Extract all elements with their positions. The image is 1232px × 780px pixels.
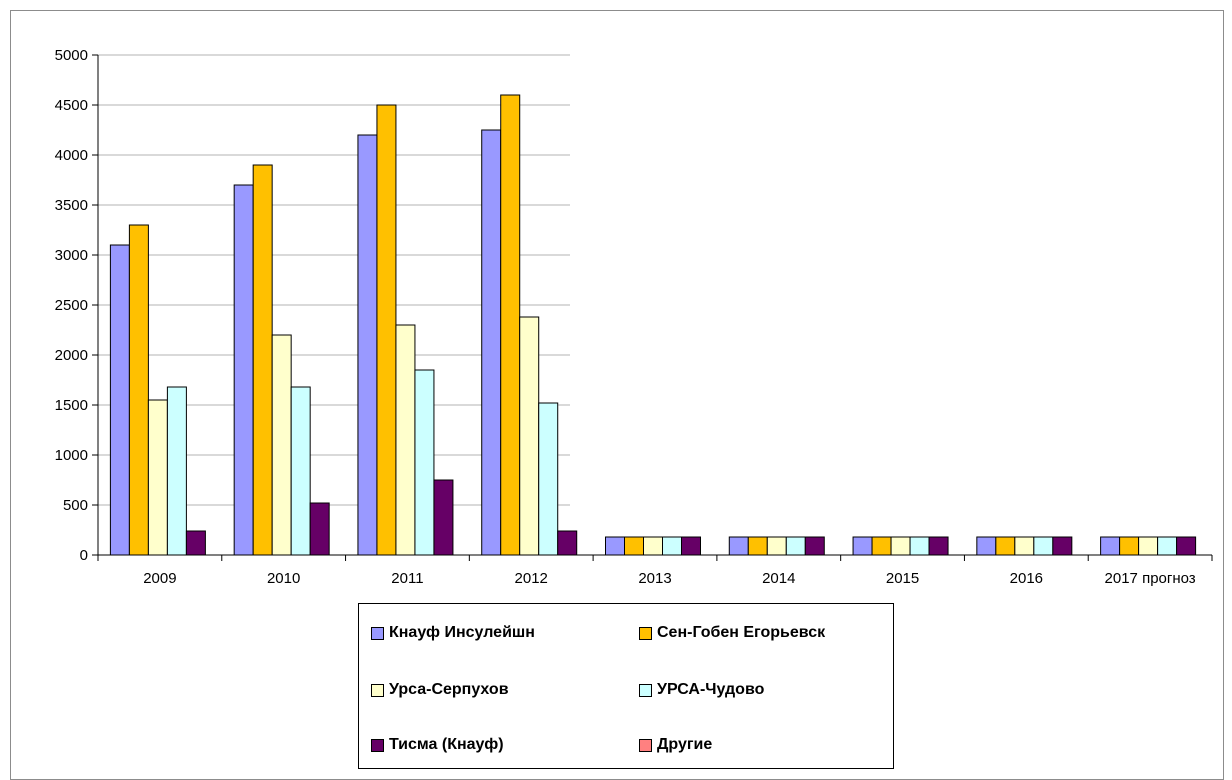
x-tick-label: 2016 <box>1010 570 1043 587</box>
bar <box>909 536 930 556</box>
x-tick-label: 2009 <box>143 570 176 587</box>
bar <box>233 184 254 556</box>
legend-label: Кнауф Инсулейшн <box>389 624 535 641</box>
bar <box>928 536 949 556</box>
legend-swatch <box>371 683 384 697</box>
legend-swatch <box>639 738 652 752</box>
legend-label: Урса-Серпухов <box>389 681 509 698</box>
bar <box>271 334 292 556</box>
bar <box>414 369 435 556</box>
x-tick-label: 2010 <box>267 570 300 587</box>
bar <box>252 164 273 556</box>
bar <box>1119 536 1140 556</box>
legend-label: Сен-Гобен Егорьевск <box>657 624 826 641</box>
bar <box>309 502 330 556</box>
bar <box>728 536 749 556</box>
axes <box>97 55 1212 556</box>
bar <box>433 479 454 556</box>
bar <box>785 536 806 556</box>
y-tick-label: 3500 <box>55 197 88 214</box>
bar <box>1014 536 1035 556</box>
y-tick-label: 2000 <box>55 347 88 364</box>
x-tick-label: 2015 <box>886 570 919 587</box>
y-tick-label: 3000 <box>55 247 88 264</box>
legend-item-ursa-serpukhov: Урса-Серпухов <box>371 681 509 699</box>
bar <box>166 386 187 556</box>
bar <box>643 536 663 556</box>
bar <box>519 316 540 556</box>
x-tick-label: 2011 <box>391 570 423 587</box>
y-tick-label: 4500 <box>55 97 88 114</box>
legend-item-knauf-insulation: Кнауф Инсулейшн <box>371 624 535 642</box>
legend-swatch <box>371 738 384 752</box>
legend: Кнауф Инсулейшн Сен-Гобен Егорьевск Урса… <box>358 603 894 769</box>
legend-label: УРСА-Чудово <box>657 681 765 698</box>
x-tick-label: 2012 <box>515 570 548 587</box>
bar <box>147 399 168 556</box>
bar <box>1157 536 1178 556</box>
bar <box>1100 536 1121 556</box>
bar <box>128 224 149 556</box>
y-tick-label: 4000 <box>55 147 88 164</box>
bar <box>995 536 1016 556</box>
x-tick-label: 2017 прогноз <box>1105 570 1196 587</box>
legend-swatch <box>639 626 652 640</box>
bar <box>976 536 997 556</box>
bar <box>538 402 559 556</box>
x-axis-ticks: 2009 2010 2011 2012 2013 2014 2015 2016 2017 про… <box>97 555 1213 587</box>
bar <box>481 129 502 556</box>
bar <box>1176 536 1197 556</box>
bar <box>290 386 311 556</box>
y-tick-label: 5000 <box>55 47 88 64</box>
bar <box>747 536 768 556</box>
y-tick-label: 2500 <box>55 297 88 314</box>
bar <box>1138 536 1159 556</box>
bar <box>624 536 644 556</box>
y-tick-label: 500 <box>63 497 88 514</box>
bar-chart: 0 500 1000 1500 2000 2500 3000 3500 4000 4500 5000… <box>55 47 1213 587</box>
x-tick-label: 2013 <box>638 570 671 587</box>
x-tick-label: 2014 <box>762 570 795 587</box>
bar <box>109 244 130 556</box>
bar <box>804 536 825 556</box>
bar <box>662 536 682 556</box>
bar <box>376 104 397 556</box>
bar <box>557 530 578 556</box>
legend-item-tisma-knauf: Тисма (Кнауф) <box>371 736 504 754</box>
bar <box>852 536 873 556</box>
bars <box>109 94 1197 556</box>
legend-swatch <box>371 626 384 640</box>
legend-item-saint-gobain-egorievsk: Сен-Гобен Егорьевск <box>639 624 825 642</box>
bar <box>890 536 911 556</box>
y-tick-label: 1000 <box>55 447 88 464</box>
bar <box>1052 536 1073 556</box>
y-axis-ticks: 0 500 1000 1500 2000 2500 3000 3500 4000 4500 5000 <box>55 47 98 564</box>
legend-item-ursa-chudovo: УРСА-Чудово <box>639 681 764 699</box>
bar <box>605 536 625 556</box>
bar <box>871 536 892 556</box>
legend-label: Другие <box>657 736 713 753</box>
bar <box>357 134 378 556</box>
bar <box>766 536 787 556</box>
y-tick-label: 1500 <box>55 397 88 414</box>
legend-item-others: Другие <box>639 736 712 754</box>
bar <box>395 324 416 556</box>
legend-swatch <box>639 683 652 697</box>
bar <box>1033 536 1054 556</box>
bar <box>681 536 701 556</box>
y-tick-label: 0 <box>80 547 88 564</box>
bar <box>185 530 206 556</box>
legend-label: Тисма (Кнауф) <box>389 736 504 753</box>
bar <box>500 94 521 556</box>
